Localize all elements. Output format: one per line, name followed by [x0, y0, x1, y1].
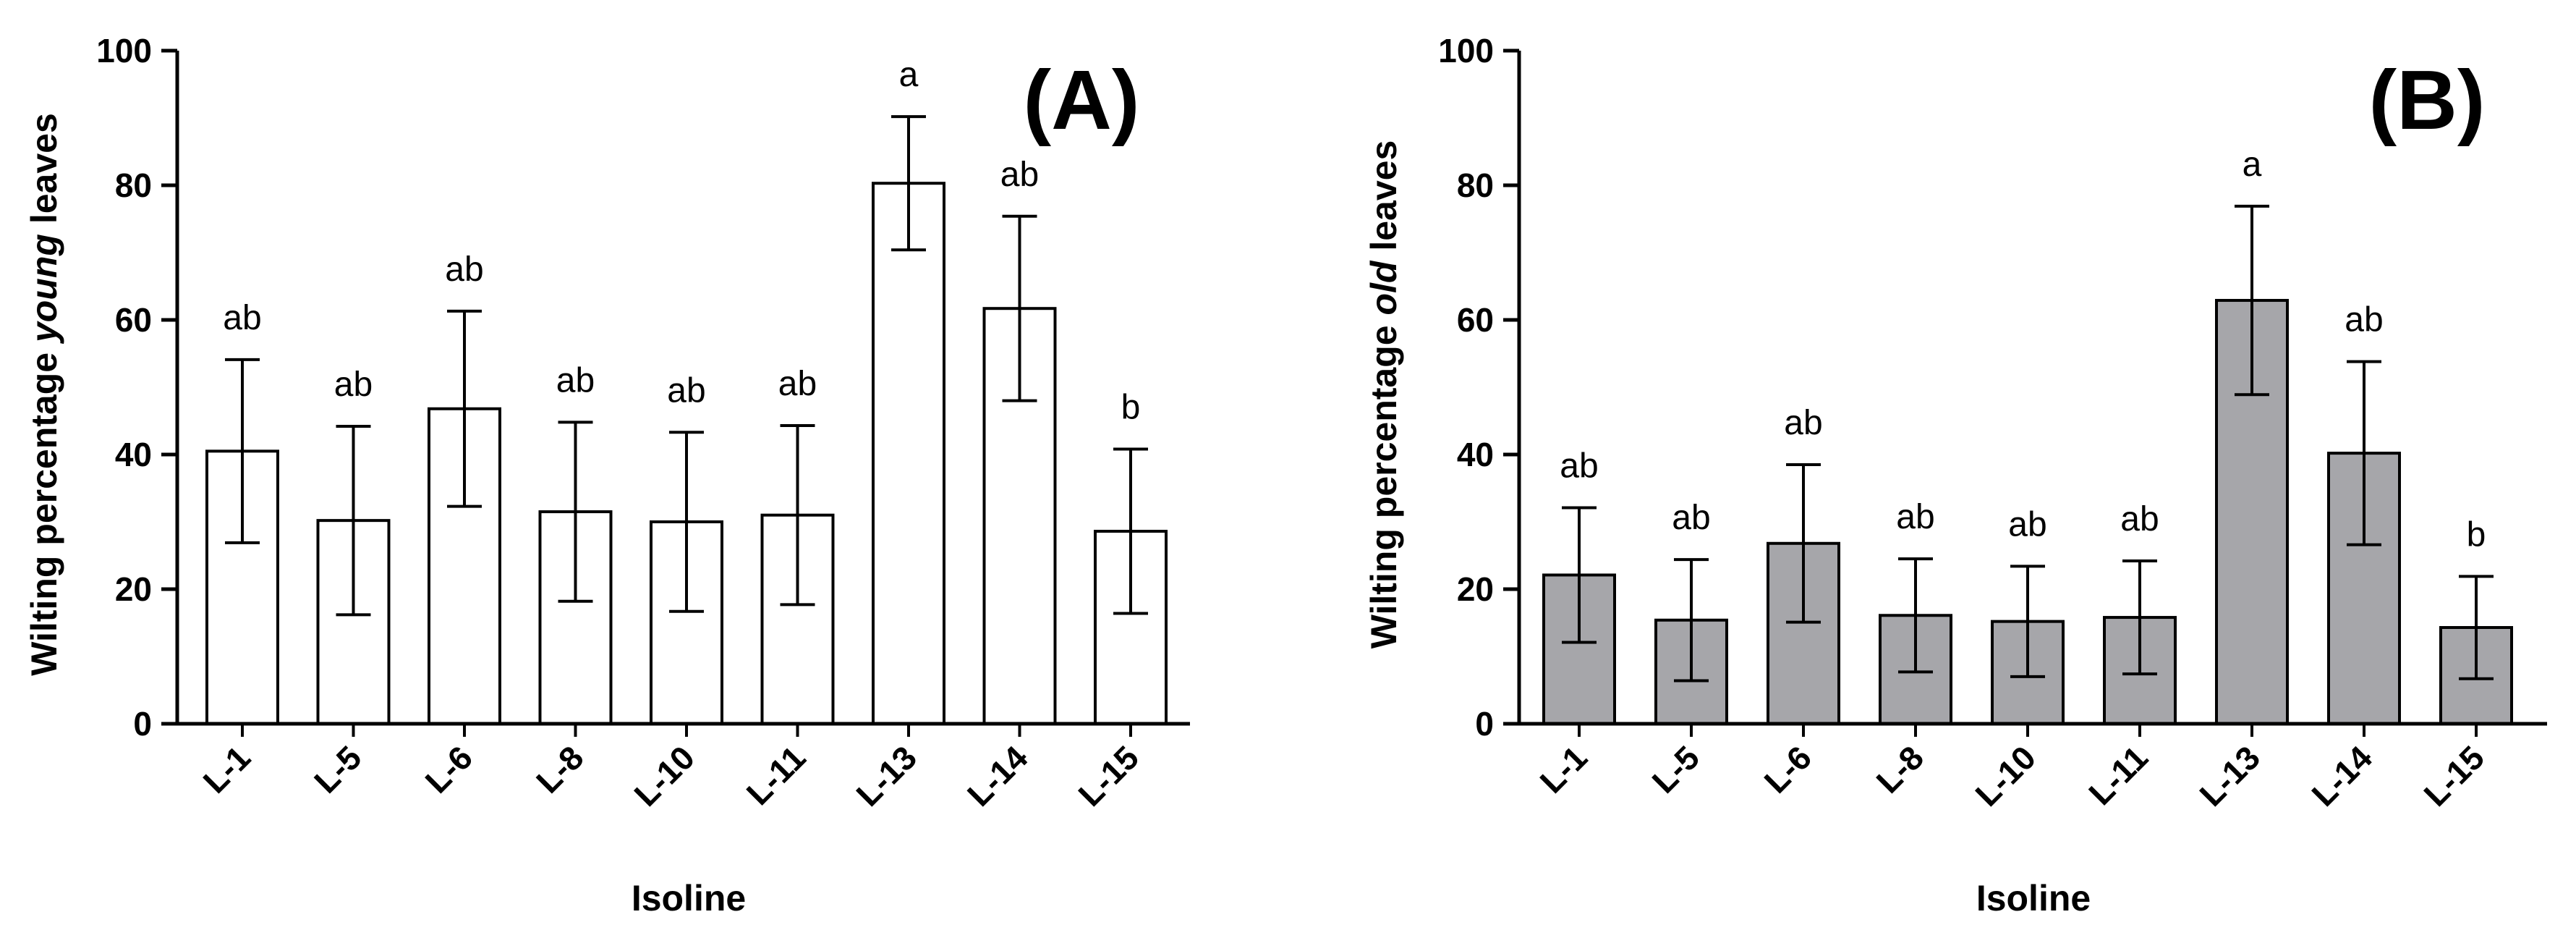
x-tick-label-L-5: L-5 [1645, 738, 1707, 800]
significance-label-L-1: ab [1560, 447, 1598, 485]
x-tick-label-L-8: L-8 [529, 738, 591, 800]
significance-label-L-15: b [2467, 515, 2486, 554]
x-tick-label-L-10: L-10 [626, 738, 702, 814]
x-tick-label-L-8: L-8 [1869, 738, 1931, 800]
y-axis-title-prefix: Wilting percentage [24, 342, 64, 676]
x-tick-label-L-11: L-11 [739, 738, 813, 812]
y-axis-title-suffix: leaves [1364, 140, 1404, 261]
x-tick-label-L-14: L-14 [2304, 738, 2379, 814]
x-tick-label-L-13: L-13 [849, 738, 924, 814]
panel-a-young-leaves: ab L-1 ab L-5 ab L-6 ab L-8 ab L-10 ab L-11 a L-13 ab L… [24, 32, 1190, 918]
panel-label: (B) [2368, 53, 2485, 147]
x-tick-label-L-13: L-13 [2192, 738, 2267, 814]
significance-label-L-8: ab [556, 361, 595, 400]
y-tick-label-60: 60 [115, 301, 152, 339]
significance-label-L-1: ab [223, 299, 261, 337]
y-tick-label-100: 100 [96, 32, 152, 69]
panel-label: (A) [1023, 53, 1139, 147]
y-tick-label-20: 20 [115, 570, 152, 608]
x-axis-title: Isoline [632, 878, 746, 918]
y-tick-label-40: 40 [1457, 436, 1494, 473]
significance-label-L-10: ab [667, 371, 705, 410]
y-tick-label-0: 0 [133, 705, 152, 743]
significance-label-L-10: ab [2008, 505, 2046, 544]
significance-label-L-8: ab [1896, 498, 1934, 536]
x-tick-label-L-5: L-5 [307, 738, 369, 800]
x-tick-label-L-15: L-15 [1071, 738, 1146, 814]
y-axis-title-prefix: Wilting percentage [1364, 316, 1404, 649]
x-tick-label-L-14: L-14 [960, 738, 1035, 814]
x-tick-label-L-6: L-6 [1757, 738, 1819, 800]
y-axis-title-emphasis: young [24, 234, 64, 345]
x-tick-label-L-15: L-15 [2416, 738, 2491, 814]
significance-label-L-13: a [2243, 145, 2262, 184]
x-tick-label-L-10: L-10 [1968, 738, 2043, 814]
x-axis-title: Isoline [1976, 878, 2091, 918]
y-axis-title-suffix: leaves [24, 113, 64, 234]
significance-label-L-6: ab [1784, 404, 1822, 442]
y-tick-label-100: 100 [1438, 32, 1494, 69]
y-tick-label-20: 20 [1457, 570, 1494, 608]
significance-label-L-15: b [1121, 389, 1141, 427]
significance-label-L-13: a [899, 56, 919, 94]
significance-label-L-5: ab [1672, 499, 1710, 537]
x-tick-label-L-1: L-1 [1533, 738, 1595, 800]
significance-label-L-11: ab [2120, 500, 2159, 538]
y-axis-title: Wilting percentage young leaves [24, 113, 64, 676]
significance-label-L-5: ab [334, 366, 373, 404]
y-tick-label-40: 40 [115, 436, 152, 473]
y-tick-label-0: 0 [1475, 705, 1494, 743]
significance-label-L-11: ab [778, 365, 817, 403]
x-tick-label-L-1: L-1 [196, 738, 258, 800]
y-axis-title: Wilting percentage old leaves [1364, 140, 1404, 649]
y-axis-title-emphasis: old [1364, 260, 1404, 315]
y-tick-label-80: 80 [115, 166, 152, 204]
panel-b-old-leaves: ab L-1 ab L-5 ab L-6 ab L-8 ab L-10 ab L-11 a L-13 ab L… [1364, 32, 2547, 918]
significance-label-L-6: ab [445, 250, 483, 289]
significance-label-L-14: ab [1000, 156, 1039, 194]
bar-L-13 [872, 182, 945, 725]
x-tick-label-L-6: L-6 [418, 738, 480, 800]
y-tick-label-60: 60 [1457, 301, 1494, 339]
bar-L-14 [982, 307, 1057, 725]
significance-label-L-14: ab [2345, 301, 2383, 339]
x-tick-label-L-11: L-11 [2081, 738, 2155, 812]
y-tick-label-80: 80 [1457, 166, 1494, 204]
